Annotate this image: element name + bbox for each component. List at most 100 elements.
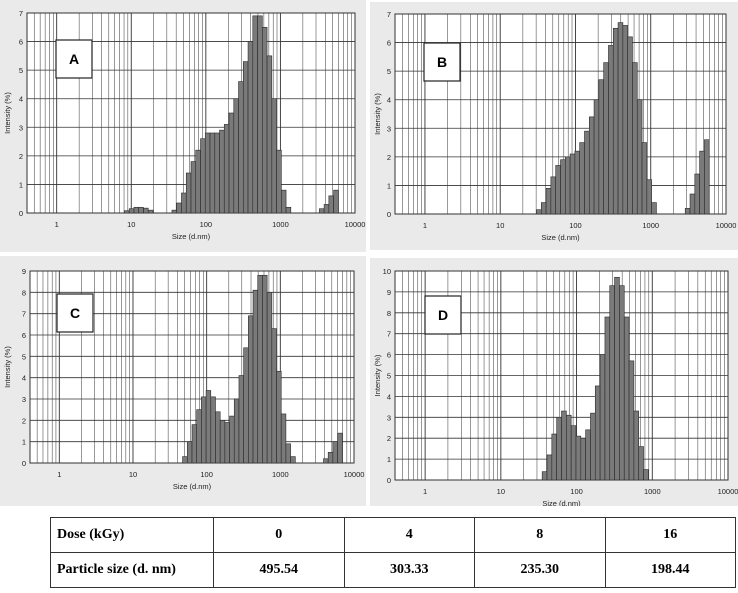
histogram-bar: [266, 55, 273, 214]
y-axis-label: Intensity (%): [373, 93, 382, 135]
histogram-bar: [196, 409, 202, 464]
table-header-cell: Dose (kGy): [50, 517, 214, 553]
y-tick-label: 6: [387, 39, 391, 48]
histogram-bar: [204, 132, 211, 214]
histogram-bar: [248, 315, 254, 464]
histogram-bar: [214, 132, 220, 214]
histogram-bar: [219, 129, 225, 214]
histogram-bar: [319, 208, 325, 214]
y-tick-label: 7: [387, 330, 391, 339]
x-tick-label: 10: [129, 470, 137, 479]
histogram-bar: [182, 456, 188, 464]
y-tick-label: 1: [22, 438, 26, 447]
histogram-bar: [185, 172, 192, 214]
histogram-bar: [575, 435, 582, 481]
histogram-bar: [651, 202, 657, 215]
histogram-bar: [257, 15, 263, 214]
panel-tag-label: A: [69, 51, 79, 67]
y-tick-label: 2: [387, 434, 391, 443]
histogram-bar: [579, 142, 585, 215]
y-tick-label: 7: [19, 9, 23, 18]
histogram-bar: [262, 26, 268, 214]
histogram-bar: [271, 328, 277, 464]
y-tick-label: 4: [387, 392, 391, 401]
histogram-bar: [233, 98, 239, 214]
table-cell: 198.44: [604, 552, 736, 588]
panel-tag-box: [56, 293, 94, 333]
x-tick-label: 1000: [272, 470, 289, 479]
histogram-bar: [133, 206, 140, 214]
histogram-bar: [290, 456, 296, 464]
y-tick-label: 3: [387, 413, 391, 422]
y-tick-label: 4: [387, 96, 391, 105]
y-tick-label: 6: [19, 38, 23, 47]
y-axis-label: Intensity (%): [3, 346, 12, 388]
histogram-bar: [550, 176, 556, 215]
panel-tag-label: B: [437, 54, 447, 70]
histogram-bar: [276, 149, 282, 214]
histogram-bar: [266, 292, 273, 464]
y-tick-label: 1: [387, 455, 391, 464]
histogram-bar: [190, 161, 197, 214]
histogram-bar: [187, 441, 193, 464]
table-row: Dose (kGy) 0 4 8 16: [50, 517, 736, 553]
y-tick-label: 5: [22, 352, 26, 361]
y-tick-label: 4: [22, 374, 26, 383]
histogram-bar: [556, 417, 562, 481]
histogram-bar: [545, 187, 552, 215]
histogram-bar: [327, 452, 334, 464]
histogram-bar: [205, 390, 212, 464]
histogram-bar: [262, 274, 268, 464]
x-tick-label: 1000: [644, 487, 661, 496]
y-tick-label: 5: [387, 67, 391, 76]
histogram-bar: [628, 360, 635, 481]
histogram-bar: [323, 204, 330, 214]
y-tick-label: 1: [387, 181, 391, 190]
chart-c-svg: 0 1 2 3 4 5 6 7 8 9 1 10 100 1000 10000 Size (d.nm) Inte…: [3, 267, 364, 491]
histogram-bar: [689, 193, 696, 215]
histogram-bar: [210, 396, 216, 464]
x-tick-label: 10: [127, 220, 135, 229]
y-tick-label: 3: [387, 124, 391, 133]
histogram-bar: [593, 99, 600, 215]
histogram-bar: [555, 165, 561, 215]
histogram-bar: [215, 411, 221, 464]
table-cell: 235.30: [474, 552, 606, 588]
histogram-bar: [566, 414, 572, 481]
x-tick-label: 1000: [642, 221, 659, 230]
histogram-bar: [617, 22, 624, 215]
histogram-bar: [223, 124, 230, 214]
histogram-bar: [603, 62, 609, 215]
histogram-bar: [281, 189, 287, 214]
histogram-bar: [684, 207, 691, 215]
histogram-bar: [699, 150, 705, 215]
histogram-bar: [612, 27, 619, 215]
histogram-bar: [191, 424, 198, 464]
histogram-bar: [584, 130, 590, 215]
histogram-bar: [143, 207, 149, 214]
histogram-bar: [252, 15, 258, 214]
histogram-bar: [195, 149, 201, 214]
histogram-bar: [171, 209, 178, 214]
histogram-bar: [224, 422, 230, 464]
histogram-bar: [233, 398, 240, 464]
histogram-bar: [219, 420, 226, 464]
histogram-bar: [328, 195, 334, 214]
chart-panel-c: 0 1 2 3 4 5 6 7 8 9 1 10 100 1000 10000 Size (d.nm) Inte…: [0, 256, 366, 506]
histogram-bar: [594, 385, 601, 481]
histogram-bar: [608, 45, 614, 215]
histogram-bar: [546, 454, 553, 481]
histogram-bar: [636, 99, 643, 215]
chart-panel-b: 0 1 2 3 4 5 6 7 1 10 100 1000 10000 Size (d.nm) Intens…: [370, 2, 738, 250]
histogram-bar: [285, 443, 291, 464]
y-tick-label: 4: [19, 95, 23, 104]
histogram-bar: [623, 316, 630, 481]
histogram-bar: [147, 209, 154, 214]
x-tick-label: 100: [200, 470, 213, 479]
panel-tag-label: D: [438, 307, 448, 323]
histogram-bar: [229, 415, 235, 464]
table-header-cell: 0: [213, 517, 345, 553]
histogram-bar: [588, 116, 595, 215]
histogram-bar: [337, 432, 343, 464]
histogram-bar: [561, 410, 567, 481]
